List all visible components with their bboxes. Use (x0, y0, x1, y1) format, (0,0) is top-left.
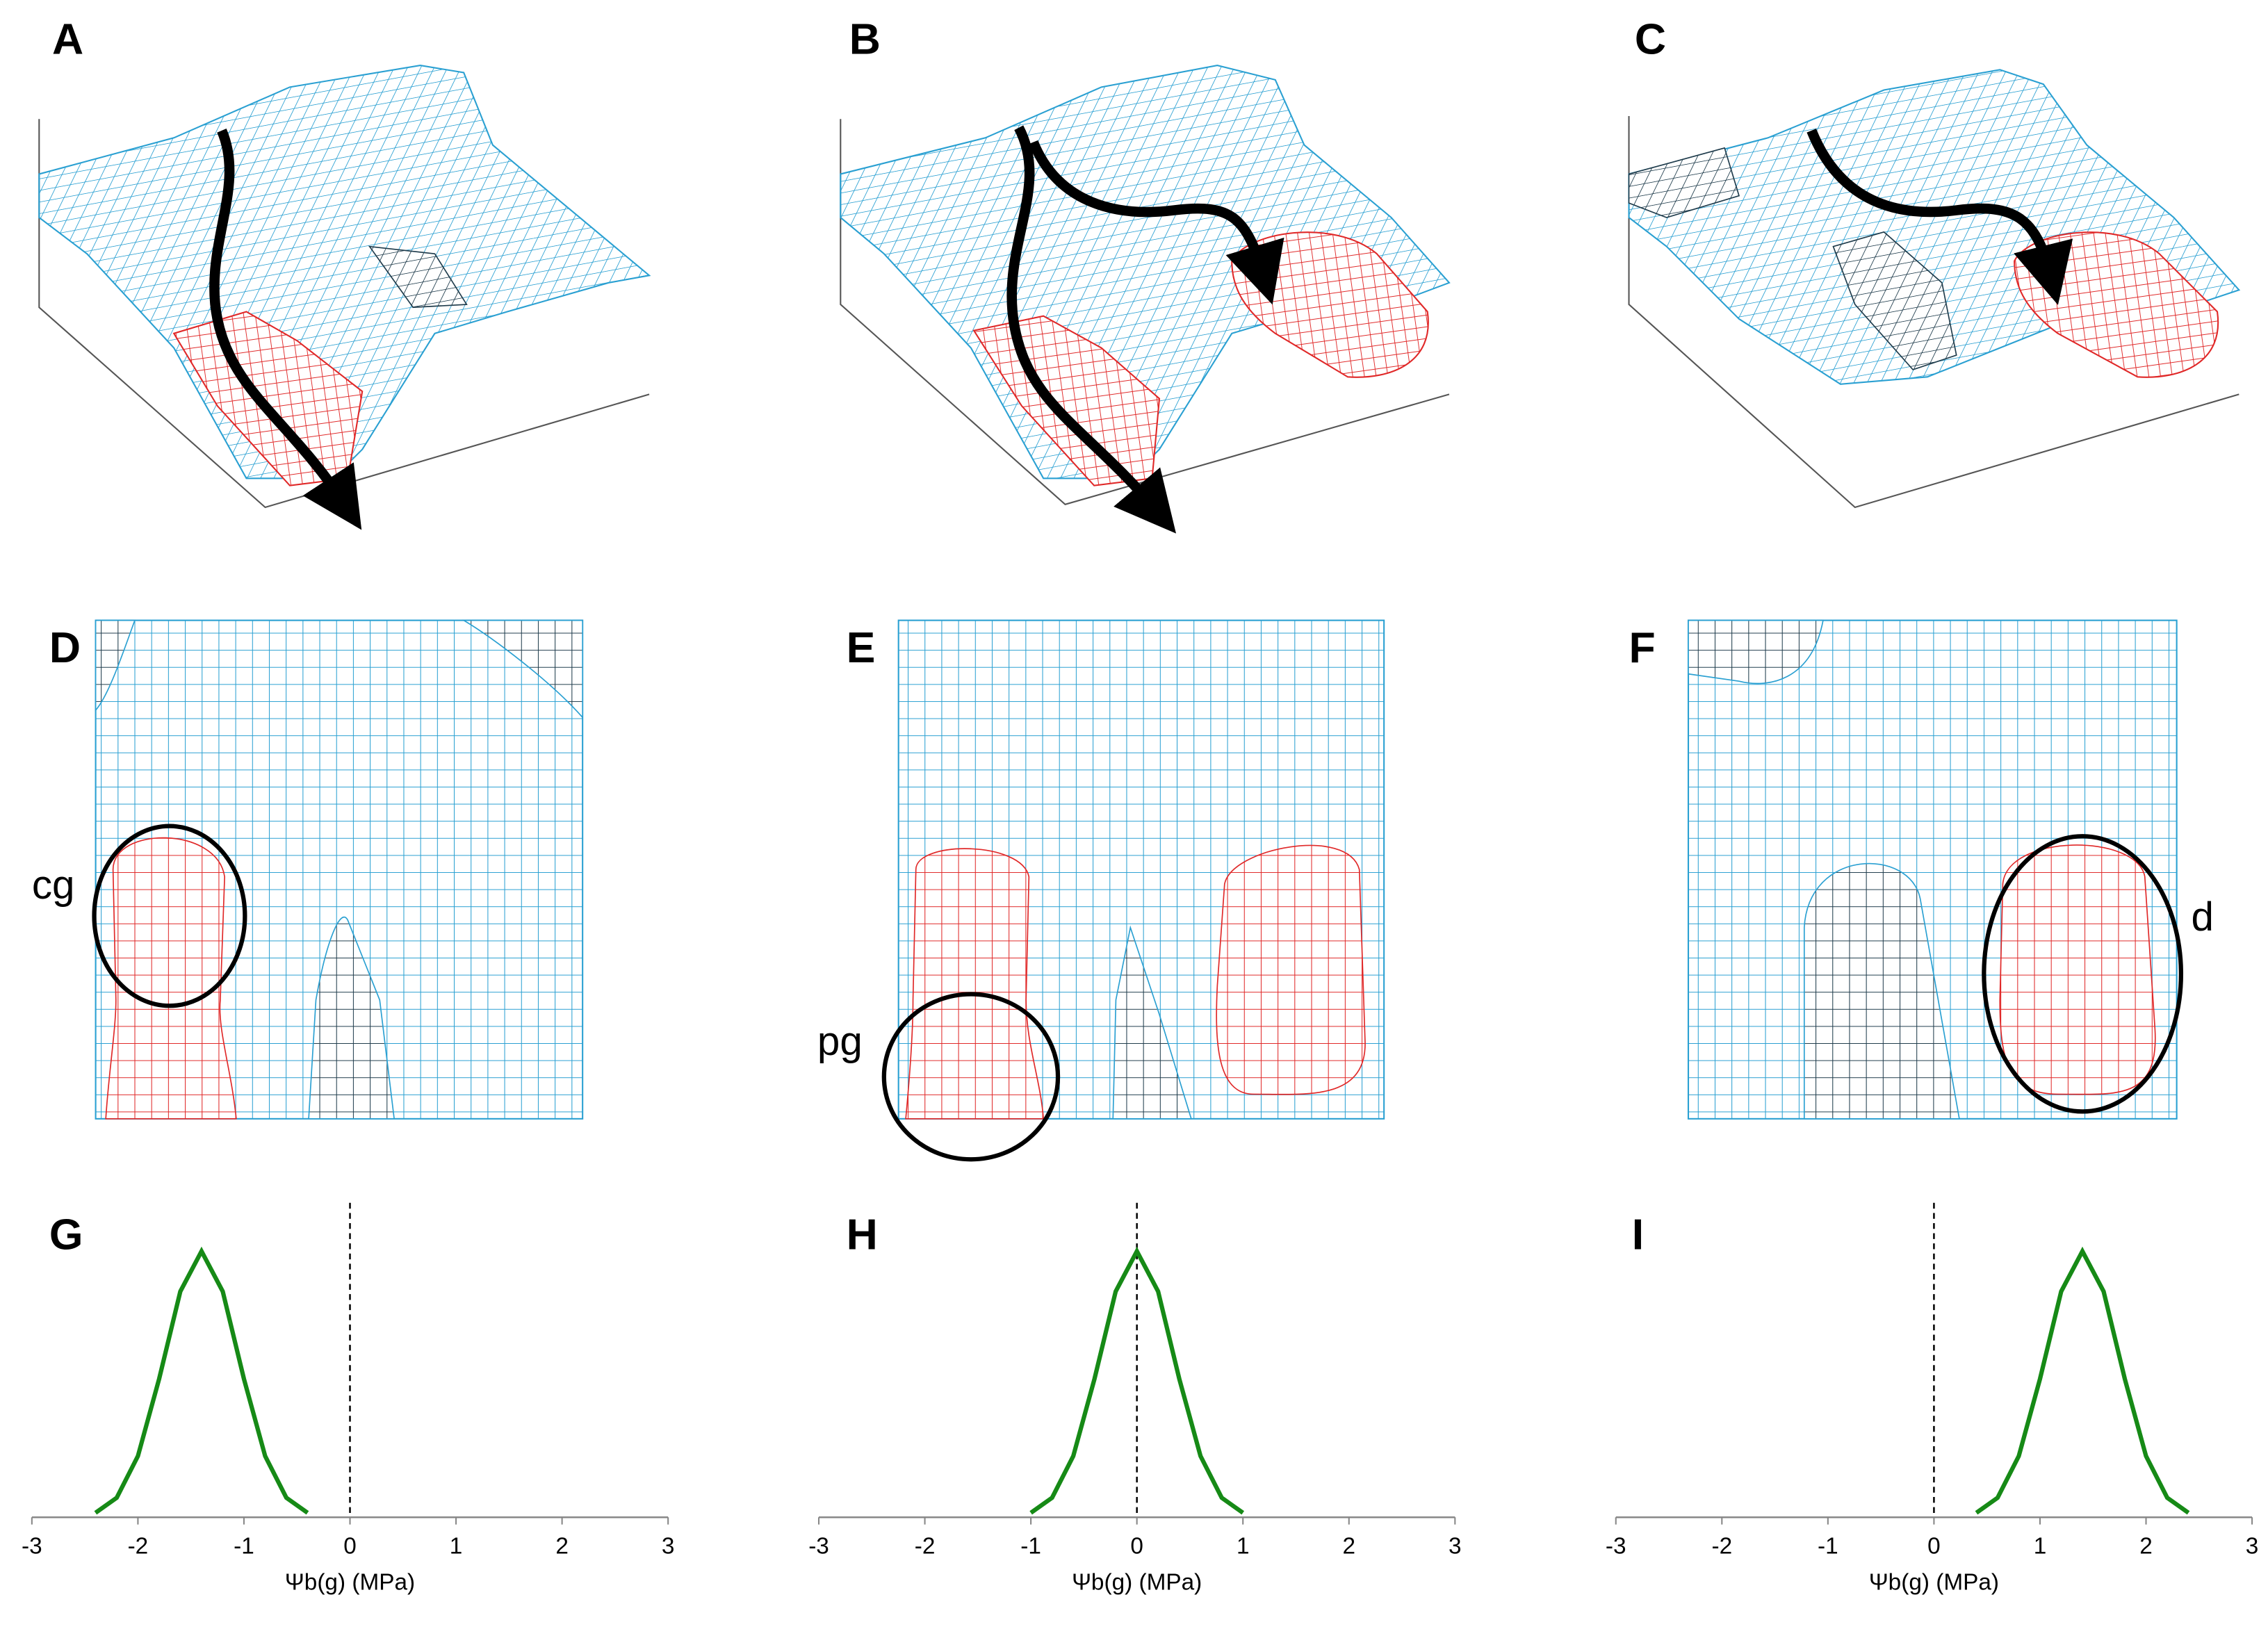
panel-label: F (1629, 623, 1656, 672)
annotation: pg (817, 1019, 863, 1064)
panel-label: G (49, 1210, 83, 1259)
x-tick-label: 0 (1927, 1533, 1941, 1559)
x-tick-label: -2 (915, 1533, 936, 1559)
x-tick-label: 1 (450, 1533, 463, 1559)
annotation: cg (32, 862, 75, 908)
x-tick-label: -1 (1818, 1533, 1838, 1559)
panel-label: C (1635, 15, 1666, 63)
panel-label: I (1632, 1210, 1644, 1259)
x-tick-label: 1 (1237, 1533, 1250, 1559)
map-e (881, 619, 1385, 1162)
x-tick-label: 3 (1449, 1533, 1462, 1559)
x-tick-label: -3 (22, 1533, 42, 1559)
x-axis-label: Ψb(g) (MPa) (1072, 1569, 1202, 1595)
x-axis-label: Ψb(g) (MPa) (285, 1569, 415, 1595)
x-tick-label: 1 (2034, 1533, 2047, 1559)
landscape-b (840, 64, 1451, 534)
x-tick-label: 0 (343, 1533, 357, 1559)
x-tick-label: -2 (128, 1533, 149, 1559)
panel-label: D (49, 623, 81, 672)
landscape-a (38, 65, 651, 530)
panel-label: A (52, 15, 83, 63)
x-axis-label: Ψb(g) (MPa) (1869, 1569, 1999, 1595)
panel-label: E (847, 623, 876, 672)
landscape-c (1628, 69, 2241, 509)
x-tick-label: 3 (2246, 1533, 2259, 1559)
map-d (92, 619, 584, 1120)
x-tick-label: -3 (808, 1533, 829, 1559)
density-curve (1975, 1246, 2190, 1515)
x-tick-label: 0 (1130, 1533, 1143, 1559)
x-tick-label: -1 (1020, 1533, 1041, 1559)
density-curve (1029, 1246, 1245, 1515)
x-tick-label: 2 (555, 1533, 569, 1559)
x-tick-label: 2 (1342, 1533, 1355, 1559)
x-tick-label: 2 (2139, 1533, 2153, 1559)
x-tick-label: -2 (1711, 1533, 1732, 1559)
density-curve (94, 1246, 309, 1515)
annotation: d (2191, 894, 2213, 940)
x-tick-label: -3 (1606, 1533, 1626, 1559)
x-tick-label: -1 (234, 1533, 254, 1559)
x-tick-label: 3 (662, 1533, 675, 1559)
panel-label: H (847, 1210, 878, 1259)
panel-label: B (849, 15, 881, 63)
map-f (1687, 619, 2184, 1120)
